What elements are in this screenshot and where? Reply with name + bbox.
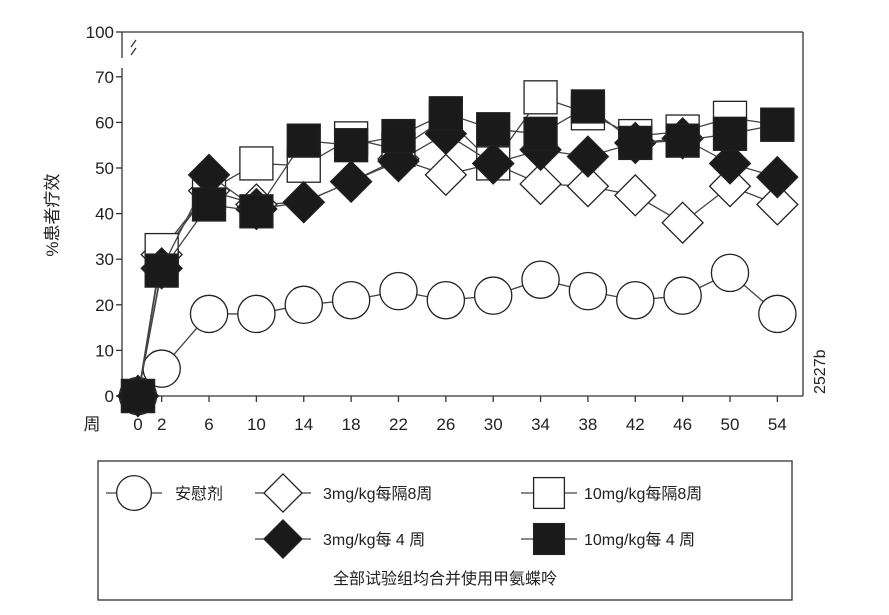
series-4 xyxy=(116,112,799,418)
y-tick-label: 50 xyxy=(95,159,114,178)
data-point xyxy=(570,89,606,124)
data-point xyxy=(712,116,748,151)
x-tick-label: 18 xyxy=(342,415,361,434)
data-point xyxy=(756,155,799,199)
data-point xyxy=(760,107,795,142)
data-point xyxy=(381,118,416,154)
legend-item: 10mg/kg每隔8周 xyxy=(521,476,702,510)
legend-item: 3mg/kg每隔8周 xyxy=(255,473,432,513)
x-tick-label: 34 xyxy=(531,415,550,434)
y-tick-label: 100 xyxy=(86,23,114,42)
data-point xyxy=(523,80,558,115)
data-point xyxy=(282,180,326,224)
data-point xyxy=(568,271,608,311)
data-point xyxy=(284,285,324,325)
data-point xyxy=(663,276,702,315)
data-point xyxy=(618,125,653,161)
data-point xyxy=(708,142,752,185)
y-tick-label: 10 xyxy=(95,341,114,360)
legend-label: 3mg/kg每 4 周 xyxy=(323,531,425,549)
y-tick-label: 0 xyxy=(105,387,114,406)
series-layer xyxy=(116,80,799,418)
legend-marker xyxy=(263,519,303,559)
legend: 安慰剂 3mg/kg每隔8周 10mg/kg每隔8周 3mg/kg每 4 周 10mg/… xyxy=(97,460,793,601)
legend-marker xyxy=(263,473,303,513)
data-point xyxy=(758,294,797,334)
y-tick-label: 20 xyxy=(95,296,114,315)
data-point xyxy=(424,153,468,197)
y-tick-label: 30 xyxy=(95,250,114,269)
data-point xyxy=(237,294,276,334)
x-axis-prefix: 周 xyxy=(84,415,101,434)
x-tick-label: 38 xyxy=(578,415,597,434)
data-point xyxy=(566,164,610,208)
data-point xyxy=(189,294,229,334)
data-point xyxy=(239,146,274,181)
data-point xyxy=(661,201,704,245)
x-tick-label: 2 xyxy=(157,415,166,434)
data-point xyxy=(428,96,463,131)
y-tick-label: 40 xyxy=(95,205,114,224)
y-axis-label: %患者疗效 xyxy=(43,173,62,256)
data-point xyxy=(331,280,371,320)
data-point xyxy=(329,160,373,203)
data-point xyxy=(521,260,560,299)
legend-label: 安慰剂 xyxy=(175,485,223,503)
x-tick-label: 14 xyxy=(294,415,313,434)
x-tick-label: 22 xyxy=(389,415,408,434)
legend-note: 全部试验组均合并使用甲氨蝶呤 xyxy=(333,570,557,588)
data-point xyxy=(476,112,511,147)
x-tick-label: 30 xyxy=(484,415,503,434)
legend-box xyxy=(97,460,793,601)
data-point xyxy=(473,276,513,315)
x-tick-label: 26 xyxy=(436,415,455,434)
x-tick-label: 42 xyxy=(626,415,645,434)
data-point xyxy=(333,128,369,163)
legend-label: 10mg/kg每 4 周 xyxy=(584,531,695,549)
legend-label: 10mg/kg每隔8周 xyxy=(584,485,702,503)
data-point xyxy=(708,164,752,208)
series-1 xyxy=(118,253,797,416)
data-point xyxy=(239,194,274,229)
legend-marker xyxy=(532,522,566,556)
data-point xyxy=(286,123,321,158)
data-point xyxy=(191,187,227,222)
data-point xyxy=(523,116,558,151)
y-tick-label: 60 xyxy=(95,113,114,132)
data-point xyxy=(756,183,799,226)
data-point xyxy=(566,135,610,178)
x-tick-label: 54 xyxy=(768,415,787,434)
legend-item: 3mg/kg每 4 周 xyxy=(255,519,425,559)
figure-code: 2527b xyxy=(812,349,829,394)
data-point xyxy=(519,162,562,206)
axis-break-mark xyxy=(130,39,137,56)
series-5 xyxy=(120,89,795,414)
data-point xyxy=(613,174,657,217)
x-tick-label: 10 xyxy=(247,415,266,434)
legend-marker xyxy=(532,476,566,510)
data-point xyxy=(710,253,750,293)
x-tick-label: 6 xyxy=(204,415,213,434)
x-tick-label: 0 xyxy=(133,415,142,434)
data-point xyxy=(665,123,700,158)
y-tick-label: 70 xyxy=(95,68,114,87)
data-point xyxy=(144,253,179,288)
legend-item: 安慰剂 xyxy=(106,474,223,512)
legend-marker xyxy=(115,474,153,512)
x-tick-label: 46 xyxy=(673,415,692,434)
data-point xyxy=(379,271,418,311)
data-point xyxy=(471,142,515,185)
data-point xyxy=(426,280,466,320)
legend-label: 3mg/kg每隔8周 xyxy=(323,485,432,503)
data-point xyxy=(616,280,655,320)
x-tick-label: 50 xyxy=(721,415,740,434)
legend-item: 10mg/kg每 4 周 xyxy=(521,522,695,556)
data-point xyxy=(120,378,156,414)
